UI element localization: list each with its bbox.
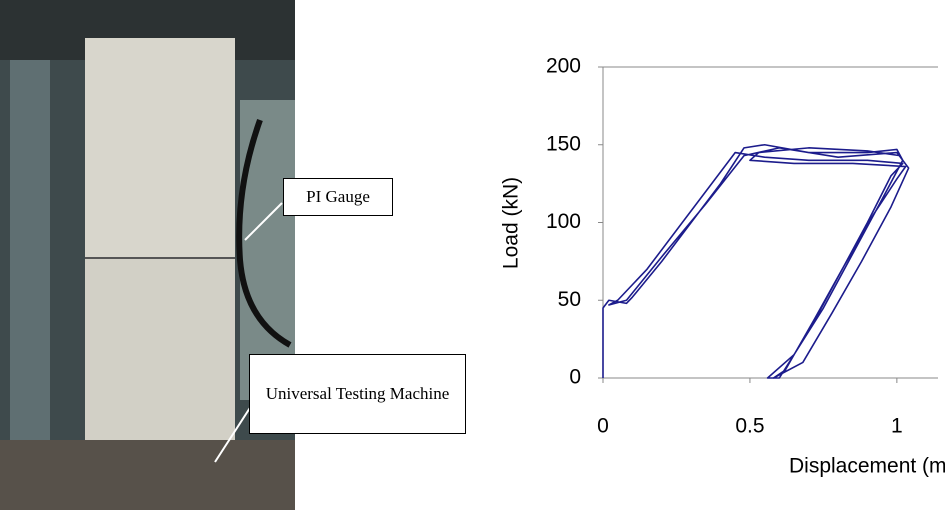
x-axis-label: Displacement (mm) <box>789 455 945 478</box>
y-tick-label: 50 <box>558 288 581 311</box>
y-tick-label: 150 <box>546 132 581 155</box>
y-tick-label: 100 <box>546 210 581 233</box>
x-tick-label: 0 <box>597 415 609 438</box>
figure: Displacement (mm) Load (kN) 0 50 100 150 200… <box>0 0 945 510</box>
page: {"photo": {"labels": ["PI Gauge", "Unive… <box>0 0 945 510</box>
y-axis-label: Load (kN) <box>500 177 523 269</box>
specimen-bottom <box>85 258 235 468</box>
machine-base <box>0 440 295 510</box>
x-tick-label: 0.5 <box>735 415 764 438</box>
specimen-top <box>85 38 235 258</box>
y-tick-label: 0 <box>569 366 581 389</box>
annotation: Universal Testing Machine <box>249 354 466 434</box>
annotation: PI Gauge <box>283 178 393 216</box>
y-tick-label: 200 <box>546 55 581 78</box>
x-tick-label: 1 <box>891 415 903 438</box>
machine-column <box>10 60 50 440</box>
data-line <box>603 145 909 378</box>
